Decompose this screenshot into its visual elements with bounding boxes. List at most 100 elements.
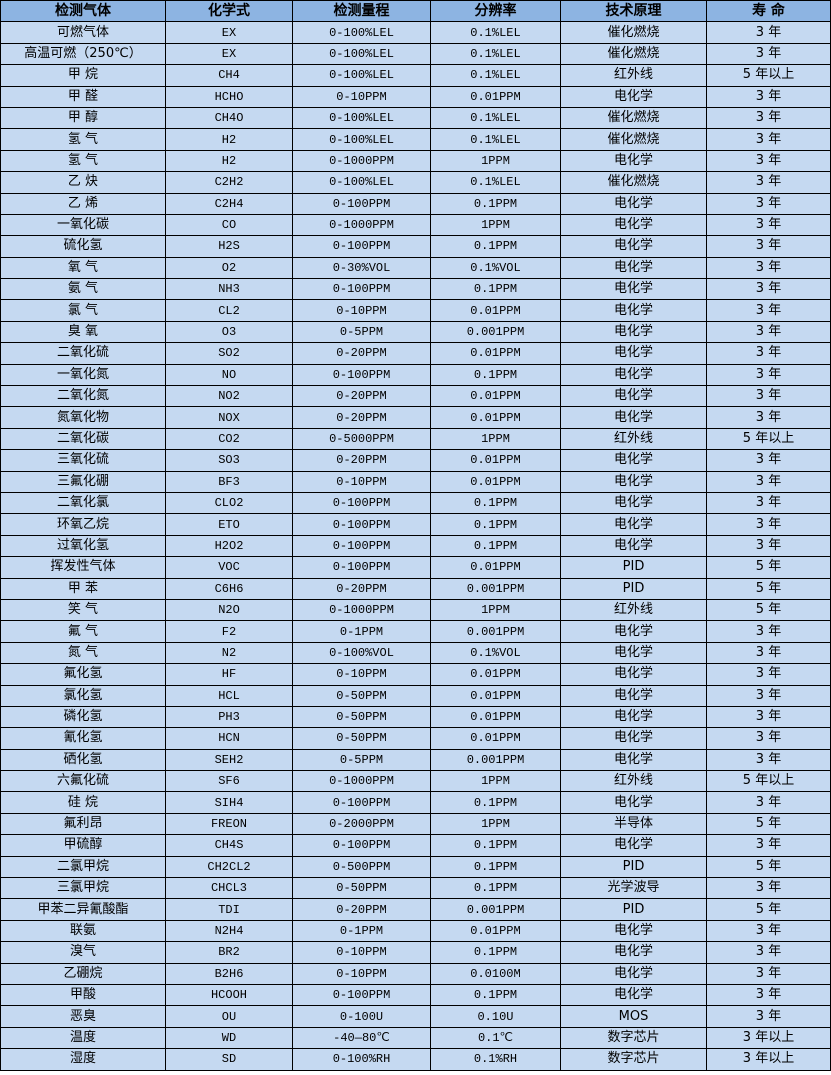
cell-range: 0-100%LEL: [292, 21, 431, 44]
cell-formula: CH4: [165, 64, 293, 87]
table-row: 恶臭 OU 0-100U 0.10U MOS 3 年: [0, 1005, 831, 1028]
cell-gas-name: 氰化氢: [0, 727, 166, 750]
cell-gas-name: 笑 气: [0, 598, 166, 622]
cell-formula: TDI: [165, 898, 293, 921]
column-header-principle: 技术原理: [560, 0, 707, 23]
table-row: 乙 烯 C2H4 0-100PPM 0.1PPM 电化学 3 年: [0, 192, 831, 215]
cell-principle: 电化学: [560, 299, 707, 322]
cell-gas-name: 联氨: [0, 919, 166, 943]
cell-principle: PID: [560, 577, 707, 600]
cell-principle: 电化学: [560, 534, 707, 558]
cell-formula: CO2: [165, 427, 293, 451]
cell-principle: 电化学: [560, 791, 707, 814]
table-row: 氟 气 F2 0-1PPM 0.001PPM 电化学 3 年: [0, 620, 831, 643]
cell-gas-name: 氯化氢: [0, 684, 166, 707]
cell-gas-name: 甲 醛: [0, 85, 166, 108]
table-row: 氟化氢 HF 0-10PPM 0.01PPM 电化学 3 年: [0, 663, 831, 686]
cell-lifespan: 3 年: [706, 278, 831, 301]
cell-formula: SF6: [165, 770, 293, 793]
table-row: 一氧化氮 NO 0-100PPM 0.1PPM 电化学 3 年: [0, 363, 831, 387]
cell-gas-name: 臭 氧: [0, 320, 166, 344]
cell-lifespan: 5 年: [706, 577, 831, 600]
cell-resolution: 0.1%LEL: [430, 171, 561, 194]
cell-formula: SO3: [165, 449, 293, 472]
cell-gas-name: 三氯甲烷: [0, 877, 166, 900]
cell-formula: HCHO: [165, 85, 293, 108]
table-row: 挥发性气体 VOC 0-100PPM 0.01PPM PID 5 年: [0, 556, 831, 579]
cell-lifespan: 3 年: [706, 748, 831, 772]
table-row: 氨 气 NH3 0-100PPM 0.1PPM 电化学 3 年: [0, 278, 831, 301]
cell-formula: HF: [165, 663, 293, 686]
cell-gas-name: 一氧化氮: [0, 363, 166, 387]
cell-principle: 电化学: [560, 748, 707, 772]
table-row: 氰化氢 HCN 0-50PPM 0.01PPM 电化学 3 年: [0, 727, 831, 750]
cell-range: 0-100PPM: [292, 235, 431, 258]
cell-resolution: 0.1%VOL: [430, 256, 561, 280]
column-header-formula: 化学式: [165, 0, 293, 23]
cell-formula: VOC: [165, 556, 293, 579]
cell-resolution: 0.1PPM: [430, 534, 561, 558]
cell-lifespan: 3 年: [706, 513, 831, 536]
table-row: 六氟化硫 SF6 0-1000PPM 1PPM 红外线 5 年以上: [0, 770, 831, 793]
cell-resolution: 0.1℃: [430, 1026, 561, 1050]
table-row: 三氟化硼 BF3 0-10PPM 0.01PPM 电化学 3 年: [0, 470, 831, 493]
cell-formula: CHCL3: [165, 877, 293, 900]
cell-principle: 电化学: [560, 85, 707, 108]
cell-range: 0-10PPM: [292, 470, 431, 493]
cell-formula: N2H4: [165, 919, 293, 943]
cell-resolution: 0.1%LEL: [430, 128, 561, 151]
cell-principle: 红外线: [560, 427, 707, 451]
cell-gas-name: 氟化氢: [0, 663, 166, 686]
cell-formula: O3: [165, 320, 293, 344]
column-header-lifespan: 寿 命: [706, 0, 831, 23]
cell-principle: 电化学: [560, 834, 707, 857]
cell-formula: H2: [165, 149, 293, 173]
cell-principle: 电化学: [560, 363, 707, 387]
cell-principle: 电化学: [560, 919, 707, 943]
cell-range: 0-100%LEL: [292, 106, 431, 130]
cell-principle: 电化学: [560, 941, 707, 964]
cell-lifespan: 3 年: [706, 342, 831, 365]
cell-lifespan: 3 年: [706, 705, 831, 729]
cell-range: 0-100%VOL: [292, 641, 431, 665]
cell-formula: N2: [165, 641, 293, 665]
cell-resolution: 0.1%LEL: [430, 42, 561, 66]
cell-range: 0-100PPM: [292, 834, 431, 857]
cell-resolution: 0.01PPM: [430, 919, 561, 943]
cell-lifespan: 3 年: [706, 727, 831, 750]
cell-gas-name: 二氧化碳: [0, 427, 166, 451]
cell-formula: CH4O: [165, 106, 293, 130]
header-row: 检测气体 化学式 检测量程 分辨率 技术原理寿 命: [0, 0, 831, 23]
cell-resolution: 0.01PPM: [430, 556, 561, 579]
cell-range: 0-20PPM: [292, 898, 431, 921]
cell-lifespan: 5 年: [706, 855, 831, 879]
cell-resolution: 1PPM: [430, 149, 561, 173]
table-row: 乙 炔 C2H2 0-100%LEL 0.1%LEL 催化燃烧 3 年: [0, 171, 831, 194]
cell-formula: HCL: [165, 684, 293, 707]
cell-lifespan: 5 年: [706, 556, 831, 579]
cell-lifespan: 3 年: [706, 171, 831, 194]
table-row: 氮氧化物 NOX 0-20PPM 0.01PPM 电化学 3 年: [0, 406, 831, 429]
cell-principle: 电化学: [560, 385, 707, 408]
table-row: 甲 烷 CH4 0-100%LEL 0.1%LEL 红外线 5 年以上: [0, 64, 831, 87]
cell-formula: HCOOH: [165, 983, 293, 1007]
cell-gas-name: 甲硫醇: [0, 834, 166, 857]
cell-gas-name: 硒化氢: [0, 748, 166, 772]
cell-principle: 电化学: [560, 641, 707, 665]
cell-gas-name: 氢 气: [0, 149, 166, 173]
cell-formula: NOX: [165, 406, 293, 429]
cell-range: 0-10PPM: [292, 663, 431, 686]
cell-gas-name: 氨 气: [0, 278, 166, 301]
table-row: 二氧化氮 NO2 0-20PPM 0.01PPM 电化学 3 年: [0, 385, 831, 408]
cell-range: 0-2000PPM: [292, 812, 431, 836]
cell-gas-name: 甲 烷: [0, 64, 166, 87]
cell-principle: 红外线: [560, 64, 707, 87]
cell-resolution: 0.1PPM: [430, 791, 561, 814]
cell-range: 0-1000PPM: [292, 149, 431, 173]
cell-principle: PID: [560, 855, 707, 879]
cell-resolution: 0.1PPM: [430, 877, 561, 900]
cell-range: 0-5PPM: [292, 748, 431, 772]
table-row: 甲 醇 CH4O 0-100%LEL 0.1%LEL 催化燃烧 3 年: [0, 106, 831, 130]
table-row: 氮 气 N2 0-100%VOL 0.1%VOL 电化学 3 年: [0, 641, 831, 665]
